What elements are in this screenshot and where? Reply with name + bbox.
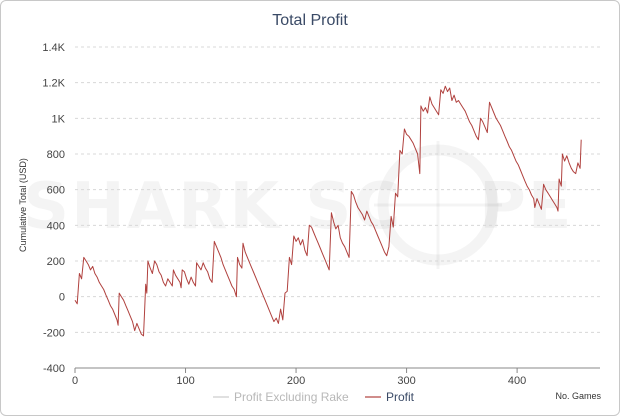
series-line-profit <box>74 85 582 337</box>
y-axis-ticks: -400 -200 0 200 400 600 800 1K 1.2K 1.4K <box>42 42 65 375</box>
x-axis-ticks: 0 100 200 300 400 <box>72 368 526 387</box>
y-tick-label: 600 <box>47 185 65 197</box>
x-tick-label: 300 <box>397 375 415 387</box>
legend-item-label[interactable]: Profit <box>386 390 415 404</box>
watermark-crosshair-icon <box>374 141 502 269</box>
y-tick-label: 1.2K <box>42 78 65 90</box>
chart-title: Total Profit <box>272 12 348 29</box>
y-tick-label: 0 <box>59 292 65 304</box>
y-tick-label: 1.4K <box>42 42 65 54</box>
x-tick-label: 100 <box>176 375 194 387</box>
y-tick-label: 1K <box>52 113 66 125</box>
x-tick-label: 0 <box>72 375 78 387</box>
series-group <box>74 85 582 337</box>
y-axis-label: Cumulative Total (USD) <box>18 158 28 252</box>
watermark: SHARK SC PE <box>23 141 572 269</box>
legend-item-label[interactable]: Profit Excluding Rake <box>234 390 349 404</box>
x-tick-label: 400 <box>508 375 526 387</box>
legend: Profit Excluding Rake Profit <box>213 390 415 404</box>
y-tick-label: -400 <box>43 363 65 375</box>
y-tick-label: -200 <box>43 327 65 339</box>
y-tick-label: 400 <box>47 220 65 232</box>
x-axis-label: No. Games <box>555 391 601 401</box>
y-tick-label: 800 <box>47 149 65 161</box>
y-tick-label: 200 <box>47 256 65 268</box>
x-tick-label: 200 <box>287 375 305 387</box>
watermark-left-text: SHARK SC <box>23 170 402 244</box>
